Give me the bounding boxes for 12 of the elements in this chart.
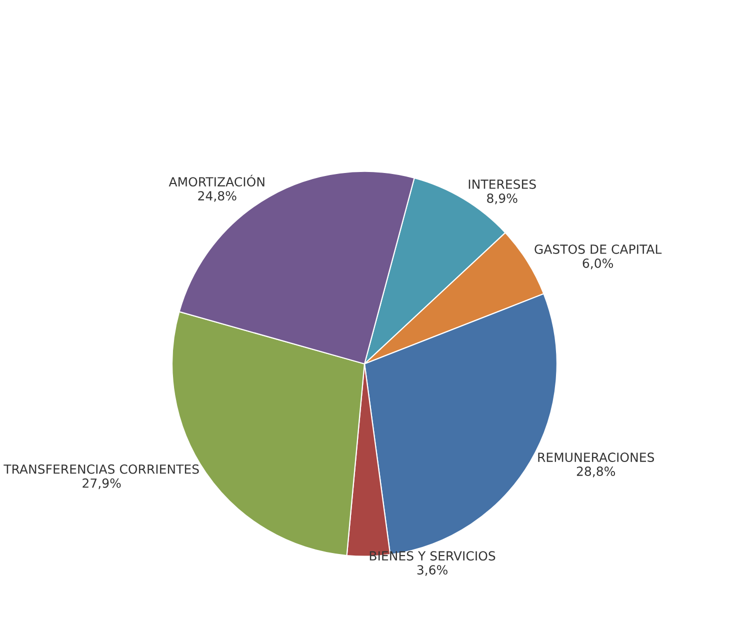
data-label: 27,9% — [82, 478, 121, 490]
data-label: 24,8% — [198, 191, 236, 202]
slice-label: REMUNERACIONES — [538, 452, 654, 462]
data-label: 28,8% — [576, 466, 616, 478]
data-label: 6,0% — [582, 258, 613, 270]
slice-label: GASTOS DE CAPITAL — [534, 244, 662, 254]
slice-label: INTERESES — [468, 180, 536, 189]
slice-label: BIENES Y SERVICIOS — [370, 551, 496, 561]
data-label: 3,6% — [417, 565, 448, 576]
data-label: 8,9% — [487, 194, 518, 204]
slice-label: AMORTIZACIÓN — [168, 174, 264, 187]
slice-label: TRANSFERENCIAS CORRIENTES — [4, 464, 199, 474]
